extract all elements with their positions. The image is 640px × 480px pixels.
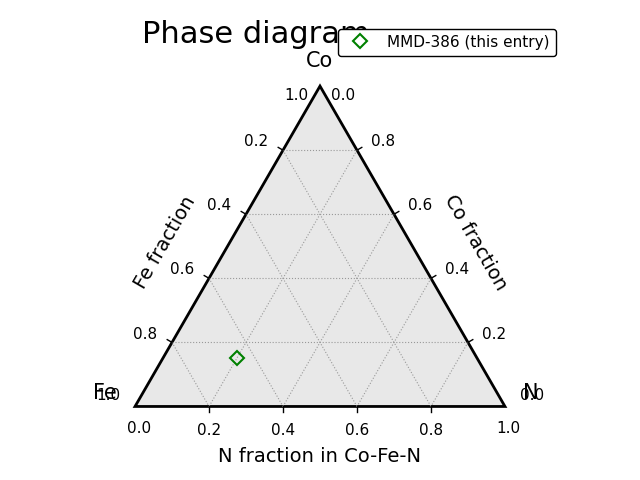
Text: Phase diagram: Phase diagram <box>143 20 370 49</box>
Text: 0.4: 0.4 <box>445 263 470 277</box>
Text: 0.8: 0.8 <box>134 326 157 342</box>
Text: 0.2: 0.2 <box>483 326 506 342</box>
Text: 1.0: 1.0 <box>497 421 521 436</box>
Text: 0.6: 0.6 <box>170 263 195 277</box>
Text: 0.4: 0.4 <box>271 423 295 438</box>
Text: Co: Co <box>307 51 333 72</box>
Text: Fe fraction: Fe fraction <box>131 193 199 292</box>
Text: 0.0: 0.0 <box>331 88 355 103</box>
Text: 0.8: 0.8 <box>419 423 443 438</box>
Text: Co fraction: Co fraction <box>440 192 510 294</box>
Text: N: N <box>524 383 539 403</box>
Text: 0.8: 0.8 <box>371 134 396 149</box>
Legend: MMD-386 (this entry): MMD-386 (this entry) <box>339 29 556 56</box>
Text: Fe: Fe <box>93 383 116 403</box>
Polygon shape <box>135 86 505 407</box>
Text: 1.0: 1.0 <box>285 88 309 103</box>
Text: 0.2: 0.2 <box>244 134 269 149</box>
Text: 0.0: 0.0 <box>127 421 151 436</box>
Text: 1.0: 1.0 <box>96 388 120 403</box>
Text: 0.6: 0.6 <box>345 423 369 438</box>
Text: 0.6: 0.6 <box>408 198 433 214</box>
Text: 0.0: 0.0 <box>520 388 544 403</box>
Text: 0.2: 0.2 <box>197 423 221 438</box>
Text: N fraction in Co-Fe-N: N fraction in Co-Fe-N <box>218 447 422 466</box>
Text: 0.4: 0.4 <box>207 198 232 214</box>
